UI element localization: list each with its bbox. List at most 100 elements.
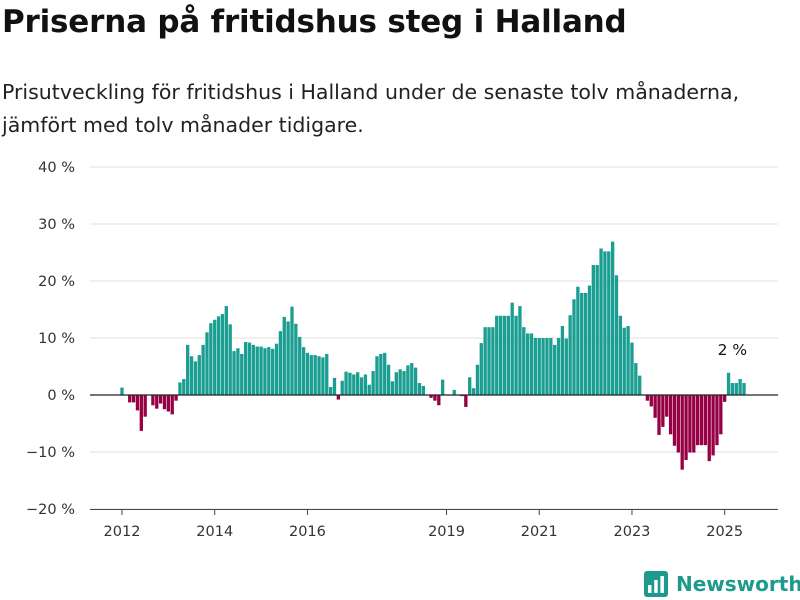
bar (158, 395, 163, 404)
bar (514, 315, 518, 395)
y-tick-label: 10 % (38, 331, 75, 347)
bar (576, 286, 580, 395)
x-tick-label: 2014 (196, 524, 233, 540)
bar (668, 395, 673, 435)
bar (726, 372, 731, 395)
bar (684, 395, 688, 460)
bar-chart-logo-icon (644, 571, 668, 597)
bar (367, 384, 371, 395)
bar (688, 395, 692, 453)
bar (182, 379, 186, 395)
bar (193, 361, 198, 395)
bar (356, 372, 360, 395)
y-tick-label: −10 % (26, 445, 75, 461)
bar (433, 395, 437, 401)
bar (224, 306, 228, 395)
brand-name: Newsworthy (676, 572, 800, 596)
bar (587, 285, 592, 395)
bar (348, 372, 352, 395)
bar (247, 342, 252, 395)
bar (317, 356, 321, 395)
x-tick-label: 2025 (706, 524, 743, 540)
bar (730, 383, 735, 395)
bar (294, 323, 298, 395)
bar (205, 332, 209, 395)
bar (541, 338, 545, 395)
y-tick-label: −20 % (26, 502, 75, 518)
bar (220, 314, 225, 395)
bar (464, 395, 468, 407)
bar (251, 344, 256, 395)
bar (371, 371, 375, 395)
newsworthy-logo: Newsworthy (644, 568, 800, 600)
bar (313, 355, 317, 395)
bar (278, 331, 283, 395)
bar (232, 351, 236, 395)
x-tick-label: 2012 (104, 524, 141, 540)
bar (352, 374, 356, 395)
bar (738, 379, 742, 395)
bar (537, 338, 541, 395)
bar (607, 251, 611, 395)
bar (742, 383, 746, 395)
bar (236, 348, 240, 395)
bar (583, 292, 588, 395)
bar (553, 344, 557, 395)
bar (186, 344, 190, 395)
bar (359, 377, 364, 395)
y-tick-label: 0 % (47, 388, 75, 404)
bar (344, 371, 348, 395)
bar (321, 357, 325, 395)
bar (274, 343, 279, 395)
bar (610, 241, 615, 395)
bar (301, 347, 306, 395)
bar (305, 352, 310, 395)
bar (216, 316, 221, 395)
bar (290, 306, 294, 395)
bar (723, 395, 727, 402)
bar (479, 343, 483, 395)
bar (568, 315, 572, 395)
bar (162, 395, 167, 410)
bar (390, 381, 395, 395)
bar (487, 327, 491, 395)
bar (638, 375, 642, 395)
bar (255, 346, 259, 395)
bar (653, 395, 657, 418)
bar (580, 292, 584, 395)
bar (328, 387, 333, 395)
bar (707, 395, 711, 462)
bar (665, 395, 669, 417)
bar (695, 395, 700, 446)
bar (151, 395, 155, 406)
bar (332, 377, 337, 395)
bar (386, 364, 391, 395)
bar (475, 364, 480, 395)
bar (471, 388, 476, 395)
bar (618, 315, 623, 395)
bar (394, 372, 398, 395)
y-tick-label: 20 % (38, 274, 75, 290)
bar (263, 348, 267, 395)
bar (271, 348, 275, 395)
bar (128, 395, 132, 403)
bar (398, 369, 402, 395)
bar (483, 327, 487, 395)
bar (170, 395, 174, 415)
bar (657, 395, 661, 435)
bar (468, 377, 472, 395)
bar (560, 326, 565, 395)
bar (178, 382, 182, 395)
bar (139, 395, 143, 431)
bar (209, 323, 213, 395)
bar (213, 319, 217, 395)
bar (201, 344, 205, 395)
bar (406, 365, 410, 395)
bar (410, 363, 414, 395)
bar (549, 338, 553, 395)
bar (228, 324, 232, 395)
bar (267, 347, 271, 395)
bar (166, 395, 171, 412)
bar (131, 395, 136, 403)
